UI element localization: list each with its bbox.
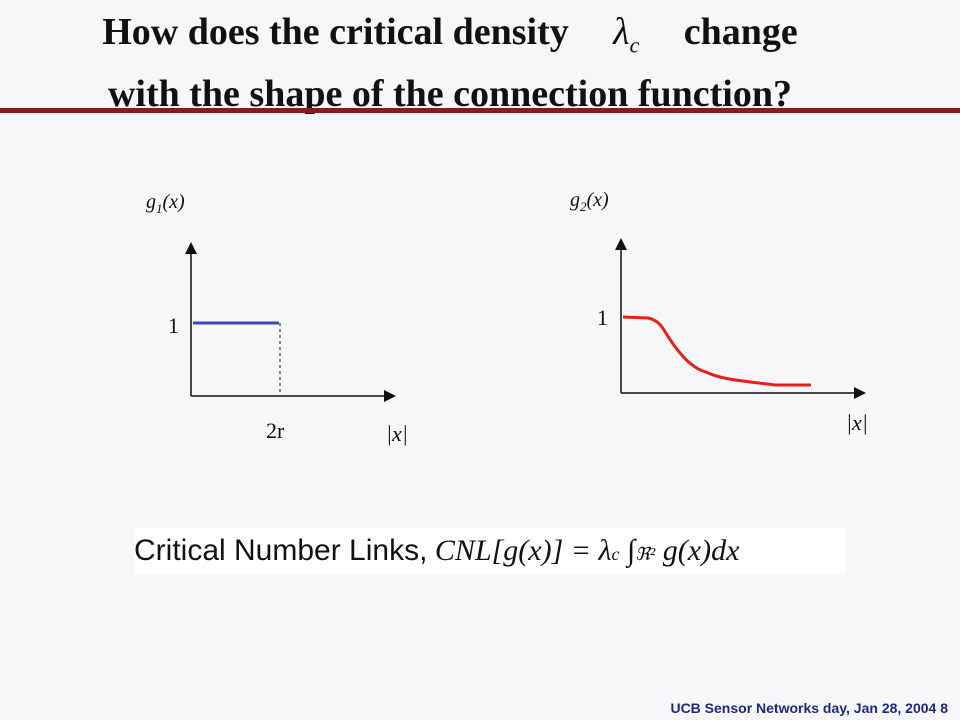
title-line1-start: How does the critical density (102, 11, 569, 53)
cnl-formula: Critical Number Links, CNL[g(x)] = λc ∫ℜ… (134, 528, 846, 574)
formula-integrand: g(x)dx (662, 534, 740, 567)
left-plot: g1(x) 1 2r |x| (146, 191, 408, 446)
lambda-c-symbol: λc (613, 11, 640, 58)
right-plot: g2(x) 1 |x| (570, 189, 868, 435)
title-divider (0, 108, 960, 113)
left-xlabel: |x| (386, 421, 408, 446)
right-smooth-curve (622, 315, 811, 387)
title-line1-end: change (683, 11, 798, 53)
right-y-tick-1: 1 (597, 305, 608, 330)
formula-lhs: CNL[g(x)] = λc (434, 534, 620, 567)
slide-title: How does the critical density λc change … (0, 8, 900, 118)
right-xlabel: |x| (846, 410, 868, 435)
formula-integral: ∫ℜ² (627, 534, 656, 567)
right-plot-ylabel: g2(x) (570, 189, 609, 214)
title-line2: with the shape of the connection functio… (107, 72, 793, 115)
left-y-tick-1: 1 (168, 313, 179, 338)
formula-text: Critical Number Links, (134, 534, 428, 567)
left-x-tick-2r: 2r (266, 418, 285, 443)
slide-footer: UCB Sensor Networks day, Jan 28, 2004 8 (670, 700, 948, 716)
left-plot-ylabel: g1(x) (146, 191, 185, 216)
